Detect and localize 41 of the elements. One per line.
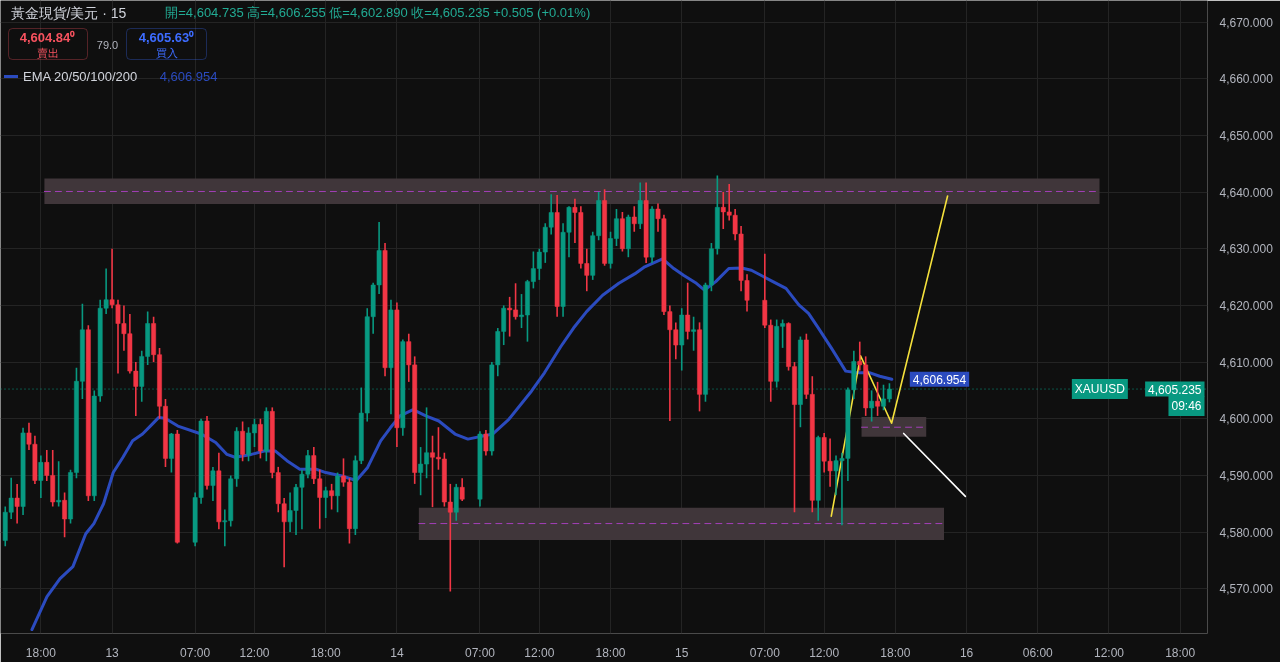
x-tick-label: 12:00 [524,645,555,660]
x-tick-label: 12:00 [809,645,840,660]
data-label: 4,606.954 [912,372,967,387]
x-tick-label: 07:00 [749,645,781,660]
annotation: 4,605.63⁰ [138,30,195,45]
y-tick-label: 4,620.000 [1219,298,1274,313]
chart-title: 黃金現貨/美元 · 15 [10,4,127,21]
y-tick-label: 4,640.000 [1219,185,1274,200]
y-tick-label: 4,610.000 [1219,355,1274,370]
legend-label: EMA 20/50/100/200 [23,68,138,84]
y-tick-label: 4,590.000 [1219,468,1274,483]
x-tick-label: 18:00 [1165,645,1196,660]
x-tick-label: 18:00 [25,645,57,660]
y-tick-label: 4,600.000 [1219,412,1274,427]
annotation: 買入 [155,46,178,59]
x-tick-label: 07:00 [464,645,496,660]
x-tick-label: 12:00 [1093,645,1125,660]
chart-subtitle: 開=4,604.735 高=4,606.255 低=4,602.890 收=4,605.235 +0.505 (+0.01%) [165,5,591,20]
annotation: 4,604.84⁰ [19,30,76,45]
x-tick-label: 14 [390,645,404,660]
annotation: XAUUSD [1074,382,1126,397]
x-tick-label: 07:00 [180,645,211,660]
text: 4,606.954 [159,69,218,84]
x-tick-label: 15 [675,645,689,660]
y-tick-label: 4,580.000 [1219,525,1274,540]
x-tick-label: 18:00 [880,645,911,660]
x-tick-label: 18:00 [310,645,342,660]
x-tick-label: 18:00 [595,645,626,660]
y-tick-label: 4,630.000 [1219,242,1274,257]
x-tick-label: 06:00 [1022,645,1054,660]
annotation: 79.0 [96,38,119,51]
ref-line-label: 4,605.235 [1148,382,1202,397]
y-tick-label: 4,660.000 [1219,72,1274,87]
x-tick-label: 16 [959,645,974,660]
y-tick-label: 4,670.000 [1219,15,1274,30]
annotation: 賣出 [36,46,59,59]
y-tick-label: 4,650.000 [1219,128,1274,143]
annotation: 09:46 [1171,399,1202,414]
x-tick-label: 13 [105,645,120,660]
x-tick-label: 12:00 [239,645,270,660]
y-tick-label: 4,570.000 [1219,582,1274,597]
